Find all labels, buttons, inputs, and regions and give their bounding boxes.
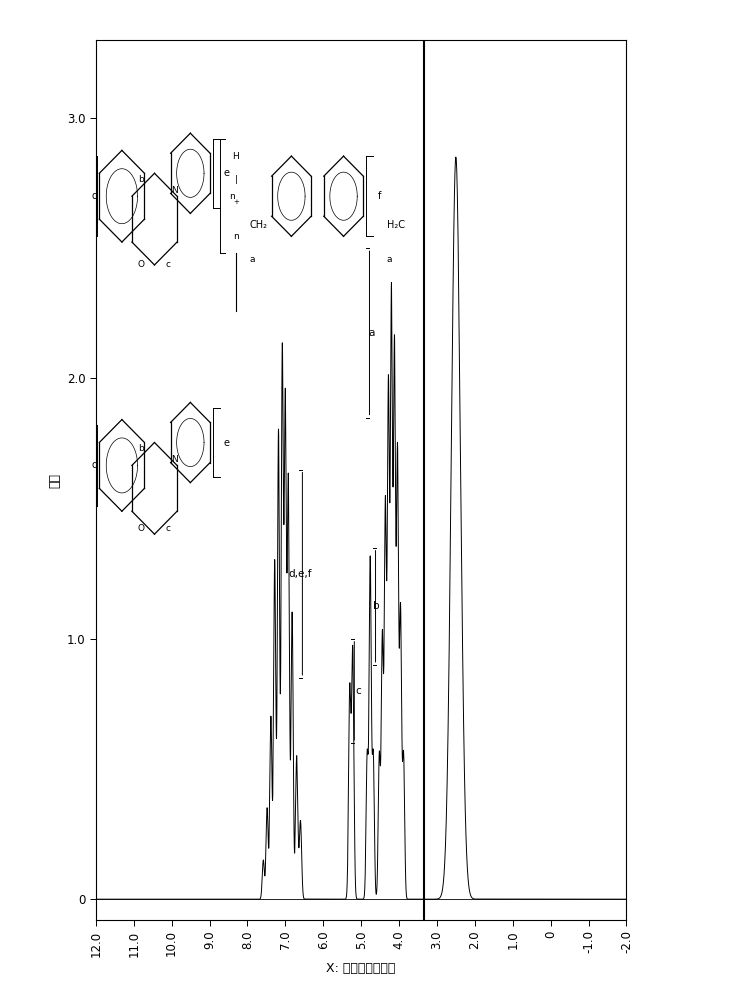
Text: H₂C: H₂C (387, 220, 405, 230)
Text: d: d (91, 191, 97, 201)
Text: O: O (138, 260, 145, 269)
Text: b: b (374, 601, 380, 611)
Text: O: O (138, 524, 145, 533)
Text: c: c (165, 260, 170, 269)
Text: n: n (233, 232, 239, 241)
Text: b: b (139, 444, 144, 453)
Text: CH₂: CH₂ (250, 220, 268, 230)
Text: e: e (223, 438, 229, 448)
Text: f: f (377, 191, 381, 201)
Y-axis label: 重尺: 重尺 (48, 473, 61, 488)
Text: |: | (234, 175, 237, 184)
Text: a: a (368, 328, 374, 338)
X-axis label: X: 百万分之：质子: X: 百万分之：质子 (326, 962, 396, 975)
Text: d,e,f: d,e,f (288, 569, 312, 579)
Text: H: H (233, 152, 240, 161)
Text: a: a (250, 255, 255, 264)
Text: c: c (355, 686, 361, 696)
Text: c: c (165, 524, 170, 533)
Text: +: + (233, 199, 239, 205)
Text: n: n (229, 192, 235, 201)
Text: N: N (171, 186, 178, 195)
Text: N: N (171, 455, 178, 464)
Text: e: e (223, 168, 229, 178)
Text: b: b (139, 175, 144, 184)
Text: d: d (91, 460, 97, 470)
Text: a: a (386, 255, 392, 264)
